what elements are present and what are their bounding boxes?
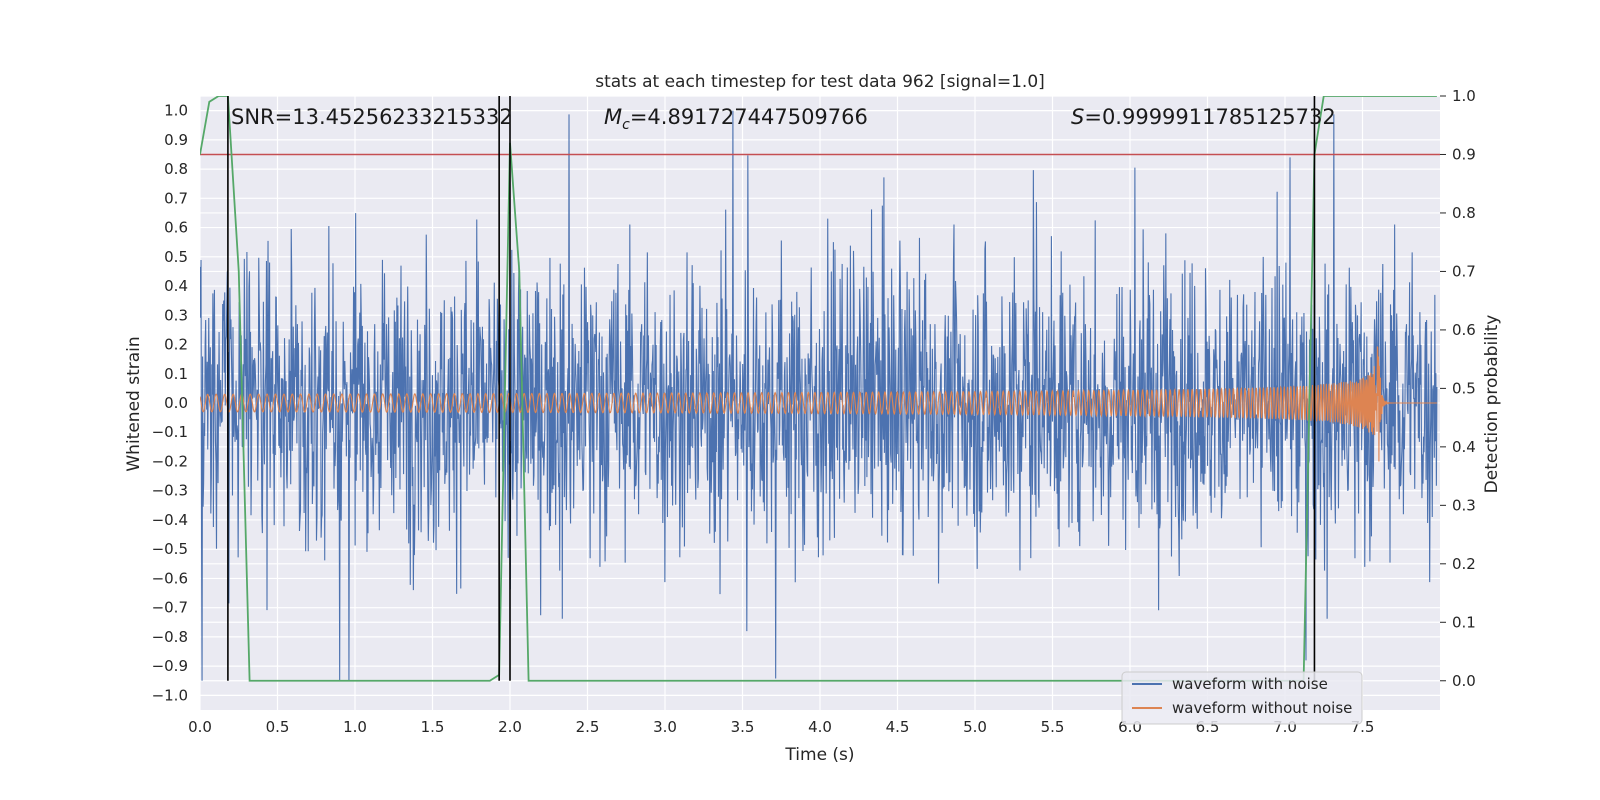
axis-ticks: 0.0 0.5 1.0 1.5 2.0 2.5 3.0 3.5 4.0 4.5 5.0 5.5 6.0 6… (152, 87, 1476, 736)
y-tick-label: 1.0 (164, 102, 188, 120)
y2-tick-label: 0.9 (1452, 145, 1476, 163)
chirp-mass-subscript: c (622, 117, 630, 133)
y-tick-label: −0.1 (152, 423, 188, 441)
x-tick-label: 5.5 (1041, 718, 1065, 736)
x-tick-label: 2.0 (498, 718, 522, 736)
y-tick-label: 0.2 (164, 336, 188, 354)
y2-tick-label: 0.5 (1452, 379, 1476, 397)
y2-tick-label: 0.0 (1452, 672, 1476, 690)
y-axis-label: Whitened strain (124, 336, 144, 471)
y-tick-label: 0.9 (164, 131, 188, 149)
y-tick-label: −0.6 (152, 569, 188, 587)
series-waveform-without-noise (200, 346, 1437, 462)
series-waveform-with-noise (200, 110, 1438, 681)
y-tick-label: 0.3 (164, 306, 188, 324)
y2-tick-label: 0.2 (1452, 555, 1476, 573)
y-tick-label: −0.8 (152, 628, 188, 646)
score-annotation: S=0.9999911785125732 (1071, 105, 1336, 129)
y-tick-label: 0.8 (164, 160, 188, 178)
chirp-mass-annotation: Mc=4.891727447509766 (604, 105, 868, 133)
y-tick-label: 0.6 (164, 219, 188, 237)
y-tick-label: 0.7 (164, 189, 188, 207)
y-tick-label: −0.5 (152, 540, 188, 558)
x-tick-label: 0.0 (188, 718, 212, 736)
y-tick-label: −1.0 (152, 686, 188, 704)
x-axis-label: Time (s) (784, 745, 854, 765)
x-tick-label: 3.5 (731, 718, 755, 736)
x-tick-label: 2.5 (576, 718, 600, 736)
y-tick-label: 0.4 (164, 277, 188, 295)
y2-tick-label: 1.0 (1452, 87, 1476, 105)
x-tick-label: 0.5 (266, 718, 290, 736)
score-symbol: S (1071, 105, 1084, 129)
y-tick-label: −0.3 (152, 482, 188, 500)
x-tick-label: 4.0 (808, 718, 832, 736)
legend-label-noisy: waveform with noise (1172, 675, 1328, 693)
y-tick-label: −0.7 (152, 599, 188, 617)
chart-title: stats at each timestep for test data 962… (595, 72, 1045, 92)
y2-tick-label: 0.1 (1452, 613, 1476, 631)
legend: waveform with noise waveform without noi… (1121, 671, 1363, 725)
legend-box (1121, 671, 1363, 725)
snr-annotation: SNR=13.45256233215332 (231, 105, 513, 129)
y-tick-label: 0.0 (164, 394, 188, 412)
y-tick-label: 0.1 (164, 365, 188, 383)
score-value: =0.9999911785125732 (1084, 105, 1335, 129)
y2-tick-label: 0.3 (1452, 496, 1476, 514)
y-tick-label: 0.5 (164, 248, 188, 266)
x-tick-label: 3.0 (653, 718, 677, 736)
x-tick-label: 1.0 (343, 718, 367, 736)
x-tick-label: 1.5 (421, 718, 445, 736)
y2-tick-label: 0.8 (1452, 204, 1476, 222)
y2-tick-label: 0.4 (1452, 438, 1476, 456)
x-tick-label: 5.0 (963, 718, 987, 736)
y-tick-label: −0.2 (152, 452, 188, 470)
chirp-mass-value: =4.891727447509766 (630, 105, 868, 129)
y-tick-label: −0.9 (152, 657, 188, 675)
x-tick-label: 4.5 (886, 718, 910, 736)
y2-tick-label: 0.7 (1452, 262, 1476, 280)
y2-tick-label: 0.6 (1452, 321, 1476, 339)
y2-axis-label: Detection probability (1482, 315, 1502, 494)
legend-label-clean: waveform without noise (1172, 699, 1352, 717)
y-tick-label: −0.4 (152, 511, 188, 529)
plot-content (200, 96, 1440, 682)
chirp-mass-symbol: M (604, 105, 622, 129)
